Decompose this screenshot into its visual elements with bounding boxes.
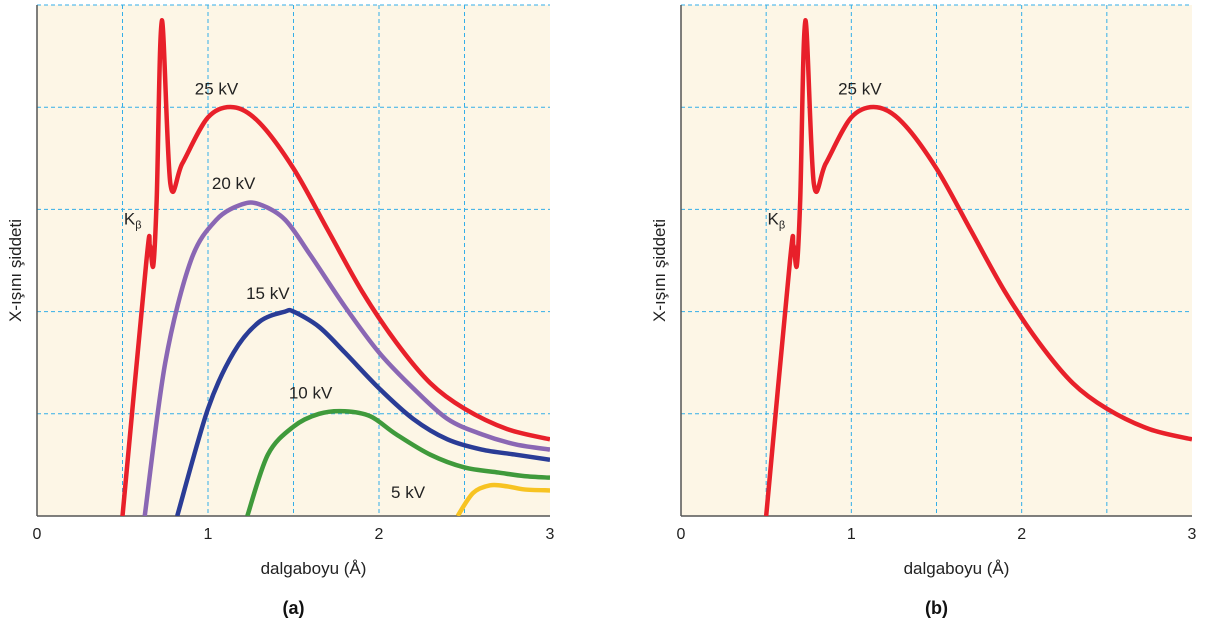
panel-label: (a) — [283, 598, 305, 618]
grid — [37, 4, 550, 516]
grid — [681, 4, 1192, 516]
x-tick-label: 0 — [677, 526, 686, 543]
series-line-10kv — [245, 408, 550, 516]
x-tick-label: 2 — [375, 526, 384, 543]
panel-label: (b) — [925, 598, 948, 618]
curve-label-10kv: 10 kV — [289, 383, 333, 402]
y-axis-label: X-ışını şiddeti — [6, 219, 25, 322]
curve-label-25kv: 25 kV — [838, 79, 882, 98]
x-tick-label: 3 — [1188, 526, 1197, 543]
x-tick-label: 1 — [204, 526, 213, 543]
curve-label-20kv: 20 kV — [212, 174, 256, 193]
x-axis-label: dalgaboyu (Å) — [904, 559, 1010, 578]
series-line-5kv — [455, 482, 550, 516]
k-beta-label: Kβ — [124, 210, 142, 232]
x-tick-label: 3 — [546, 526, 555, 543]
x-tick-label: 0 — [33, 526, 42, 543]
series-line-25kv — [763, 18, 1192, 516]
curve-label-5kv: 5 kV — [391, 483, 426, 502]
k-beta-label: Kβ — [768, 210, 786, 232]
x-axis-label: dalgaboyu (Å) — [261, 559, 367, 578]
curve-label-25kv: 25 kV — [195, 79, 239, 98]
x-tick-label: 1 — [847, 526, 856, 543]
series-line-25kv — [120, 18, 550, 516]
curve-label-15kv: 15 kV — [246, 284, 290, 303]
series-line-20kv — [142, 200, 550, 516]
y-axis-label: X-ışını şiddeti — [650, 219, 669, 322]
series-line-15kv — [175, 307, 550, 516]
x-tick-label: 2 — [1017, 526, 1026, 543]
